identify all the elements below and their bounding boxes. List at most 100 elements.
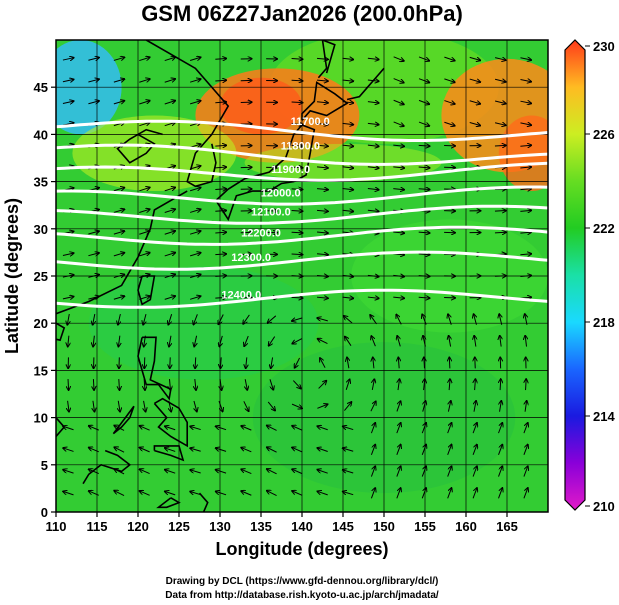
wind-arrow xyxy=(267,491,277,497)
wind-arrow xyxy=(62,275,74,277)
wind-arrow xyxy=(449,379,450,391)
wind-arrow xyxy=(520,145,531,146)
wind-arrow xyxy=(367,275,379,276)
wind-arrow xyxy=(113,209,125,213)
contour-line xyxy=(56,250,548,271)
wind-arrow xyxy=(396,488,401,499)
wind-arrow xyxy=(418,99,429,104)
wind-arrow xyxy=(119,379,120,390)
wind-arrow xyxy=(215,232,226,233)
wind-arrow xyxy=(317,491,328,496)
wind-arrow xyxy=(164,209,175,214)
coastline-segment xyxy=(112,405,135,435)
wind-arrow xyxy=(370,488,375,499)
wind-arrow xyxy=(194,400,197,412)
contour-line xyxy=(56,288,548,309)
coastline-segment xyxy=(153,445,185,462)
wind-arrow xyxy=(316,232,328,233)
wind-arrow xyxy=(139,187,149,192)
coastline-segment xyxy=(156,497,181,509)
wind-arrow xyxy=(372,379,374,391)
wind-arrow xyxy=(367,189,379,190)
wind-arrow xyxy=(291,167,303,168)
wind-arrow xyxy=(316,275,328,276)
footer-line-1: Drawing by DCL (https://www.gfd-dennou.o… xyxy=(166,576,439,587)
wind-arrow xyxy=(190,470,201,474)
wind-arrow xyxy=(367,145,379,146)
wind-arrow xyxy=(469,79,481,82)
wind-arrow xyxy=(423,336,425,347)
wind-arrow xyxy=(268,315,277,323)
wind-arrow xyxy=(469,101,481,104)
wind-arrow xyxy=(469,57,481,60)
wind-arrow xyxy=(215,254,226,255)
wind-arrow xyxy=(139,296,149,300)
wind-arrow xyxy=(421,445,426,456)
wind-arrow xyxy=(195,379,196,390)
contour-line xyxy=(56,143,548,166)
wind-arrow xyxy=(244,335,249,346)
wind-arrow xyxy=(421,488,426,499)
wind-arrow xyxy=(317,318,328,321)
wind-arrow xyxy=(316,210,328,211)
coastline-segment xyxy=(215,124,316,222)
wind-arrow xyxy=(243,401,249,411)
wind-arrow xyxy=(449,357,450,369)
wind-arrow xyxy=(370,401,376,412)
wind-arrow xyxy=(367,167,379,168)
wind-arrow xyxy=(474,314,477,325)
wind-arrow xyxy=(291,189,303,190)
contour-label: 11800.0 xyxy=(281,141,320,153)
wind-arrow xyxy=(494,145,506,146)
wind-arrow xyxy=(494,276,506,277)
wind-arrow xyxy=(520,79,531,81)
wind-arrow xyxy=(444,121,454,125)
wind-arrow xyxy=(500,401,502,412)
wind-arrow xyxy=(189,57,201,61)
wind-arrow xyxy=(418,145,430,146)
wind-arrow xyxy=(165,491,176,496)
wind-arrow xyxy=(215,167,226,168)
wind-arrow xyxy=(190,492,201,496)
wind-arrow xyxy=(267,447,277,453)
wind-arrow xyxy=(139,79,149,83)
wind-arrow xyxy=(89,469,99,475)
wind-arrow xyxy=(342,58,353,59)
contour-label: 12100.0 xyxy=(251,207,291,219)
wind-arrow xyxy=(93,400,95,412)
wind-arrow xyxy=(292,491,303,496)
colorbar-tick-label: 210 xyxy=(593,499,615,514)
wind-arrow xyxy=(472,488,477,499)
wind-arrow xyxy=(241,426,252,431)
wind-arrow xyxy=(164,187,175,192)
chart-title: GSM 06Z27Jan2026 (200.0hPa) xyxy=(141,1,463,26)
footer-line-2: Data from http://database.rish.kyoto-u.a… xyxy=(165,590,439,601)
wind-arrow xyxy=(523,423,528,434)
wind-arrow xyxy=(498,445,503,456)
wind-arrow xyxy=(63,491,74,496)
wind-arrow xyxy=(520,123,531,125)
wind-arrow xyxy=(418,276,430,277)
wind-arrow xyxy=(113,253,125,257)
wind-arrow xyxy=(520,101,531,103)
wind-arrow xyxy=(370,466,375,477)
wind-arrow xyxy=(498,466,503,477)
colorbar-tick-label: 230 xyxy=(593,39,615,54)
wind-arrow xyxy=(246,357,247,368)
contour-label: 11700.0 xyxy=(291,116,330,128)
wind-arrow xyxy=(139,122,149,127)
wind-arrow xyxy=(291,80,303,81)
x-tick-label: 160 xyxy=(455,519,477,534)
wind-arrow xyxy=(164,231,175,235)
wind-arrow xyxy=(448,401,450,412)
wind-arrow xyxy=(62,101,74,103)
wind-arrow xyxy=(195,357,196,368)
contour-line xyxy=(56,161,548,182)
wind-arrow xyxy=(62,253,74,255)
wind-arrow xyxy=(164,296,175,300)
wind-arrow xyxy=(396,401,401,412)
wind-arrow xyxy=(318,339,328,344)
field-region-4 xyxy=(498,115,548,192)
wind-arrow xyxy=(63,448,74,452)
wind-arrow xyxy=(367,123,379,124)
